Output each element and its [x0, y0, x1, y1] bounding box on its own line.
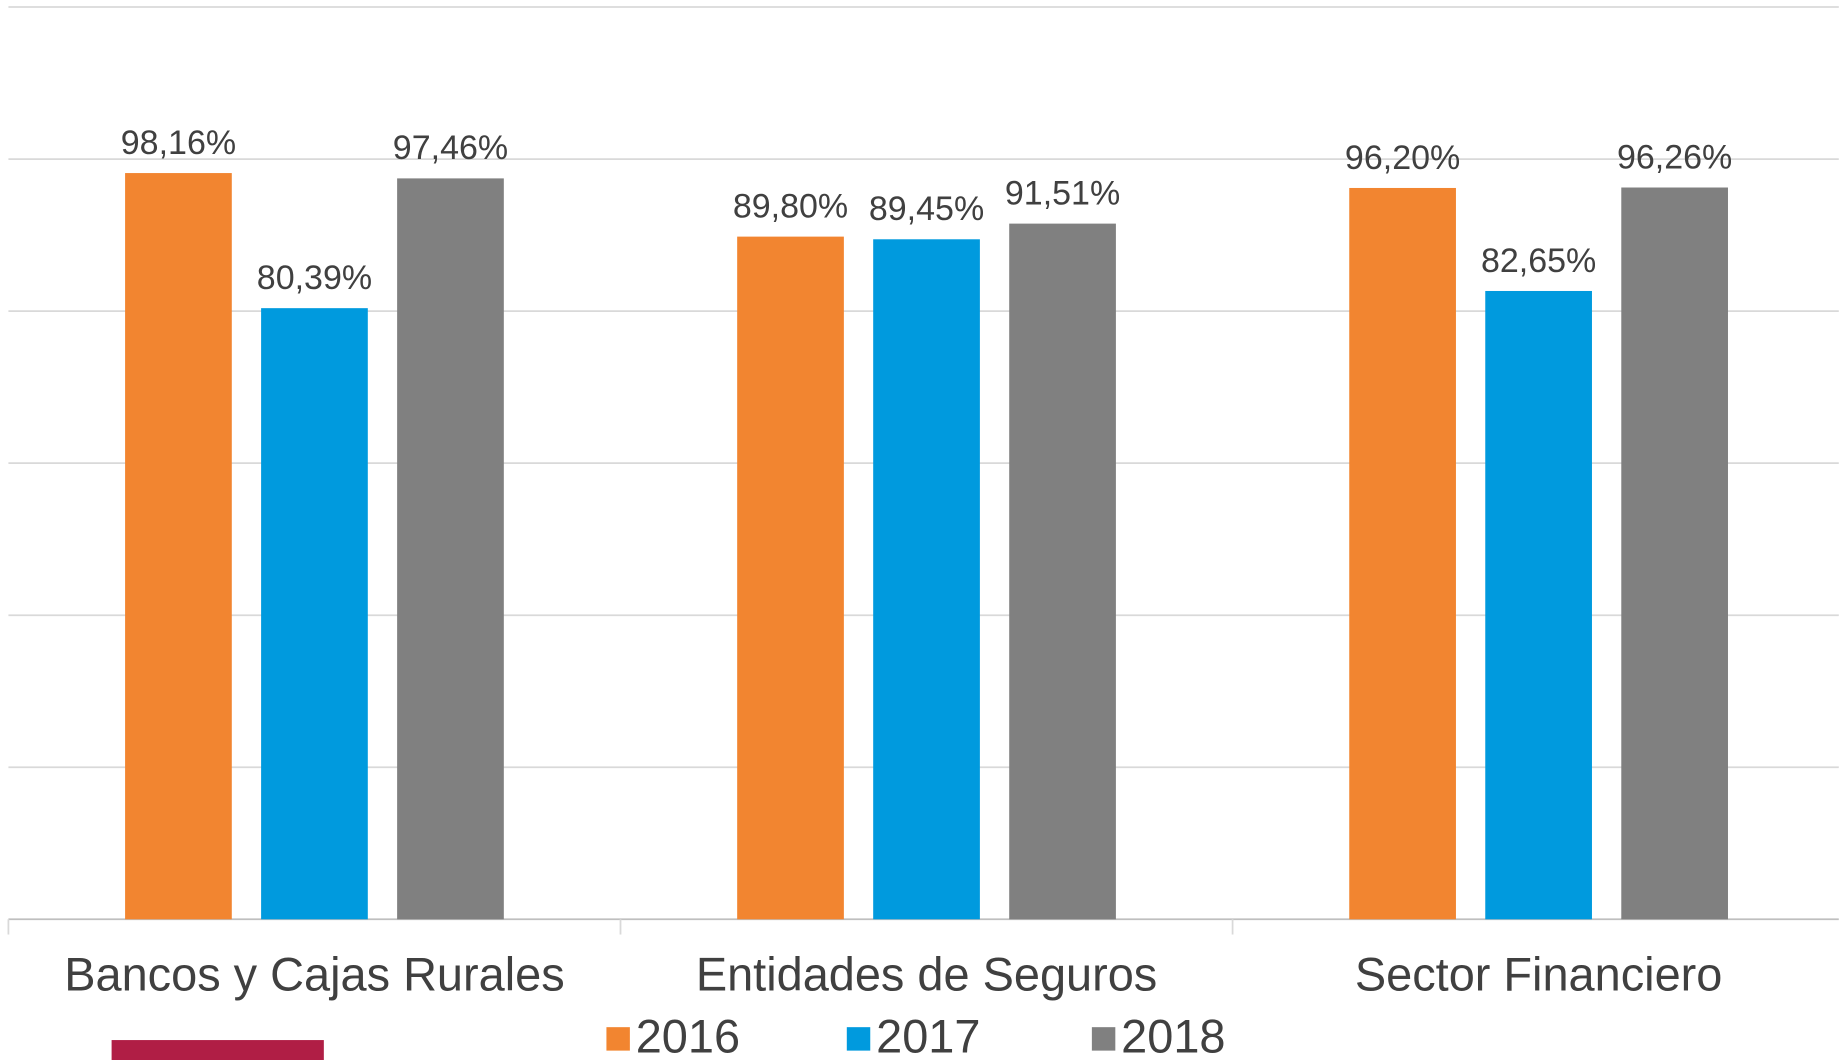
bar — [1009, 223, 1116, 920]
bar — [261, 308, 368, 920]
data-label: 82,65% — [1481, 242, 1596, 280]
data-label: 89,80% — [733, 187, 848, 225]
legend-swatch — [846, 1027, 871, 1051]
legend-swatch — [1091, 1027, 1116, 1051]
legend-label: 2018 — [1121, 1010, 1225, 1060]
x-tick-label: Entidades de Seguros — [696, 948, 1157, 1000]
x-tick-label: Bancos y Cajas Rurales — [64, 948, 564, 1000]
decorative-bar — [111, 1040, 324, 1060]
bar — [397, 178, 504, 920]
bar — [873, 239, 980, 920]
data-label: 98,16% — [121, 124, 236, 162]
data-label: 97,46% — [393, 129, 508, 167]
bar — [737, 236, 844, 920]
data-label: 89,45% — [869, 190, 984, 228]
data-label: 91,51% — [1005, 174, 1120, 212]
legend-swatch — [606, 1027, 630, 1051]
legend-label: 2016 — [636, 1010, 740, 1060]
bar — [125, 173, 232, 920]
data-label: 96,26% — [1617, 138, 1732, 176]
bar — [1349, 187, 1456, 920]
x-tick-label: Sector Financiero — [1355, 948, 1722, 1000]
data-label: 80,39% — [257, 259, 372, 297]
bar — [1621, 187, 1728, 920]
data-label: 96,20% — [1345, 139, 1460, 177]
bar — [1485, 290, 1592, 920]
legend-label: 2017 — [876, 1010, 980, 1060]
